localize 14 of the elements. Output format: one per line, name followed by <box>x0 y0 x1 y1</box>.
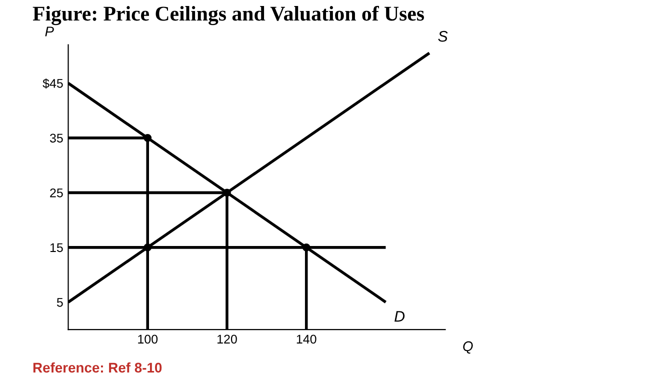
text: Reference: Ref 8-10 <box>33 362 162 373</box>
y-tick-label: 25 <box>50 188 63 198</box>
x-tick-label: 140 <box>296 334 316 344</box>
y-axis-title: P <box>45 26 54 36</box>
chart-title: Figure: Price Ceilings and Valuation of Uses <box>32 6 424 26</box>
x-tick-label: 120 <box>218 334 237 344</box>
y-tick-label: $45 <box>42 78 63 89</box>
x-axis-title: Q <box>463 341 473 354</box>
y-tick-label: 15 <box>50 243 63 252</box>
x-tick-label: 100 <box>138 334 158 344</box>
series-label: S <box>438 30 448 42</box>
y-tick-label: 5 <box>56 298 63 307</box>
y-tick-label: 35 <box>50 134 63 143</box>
series-label: D <box>394 311 405 322</box>
